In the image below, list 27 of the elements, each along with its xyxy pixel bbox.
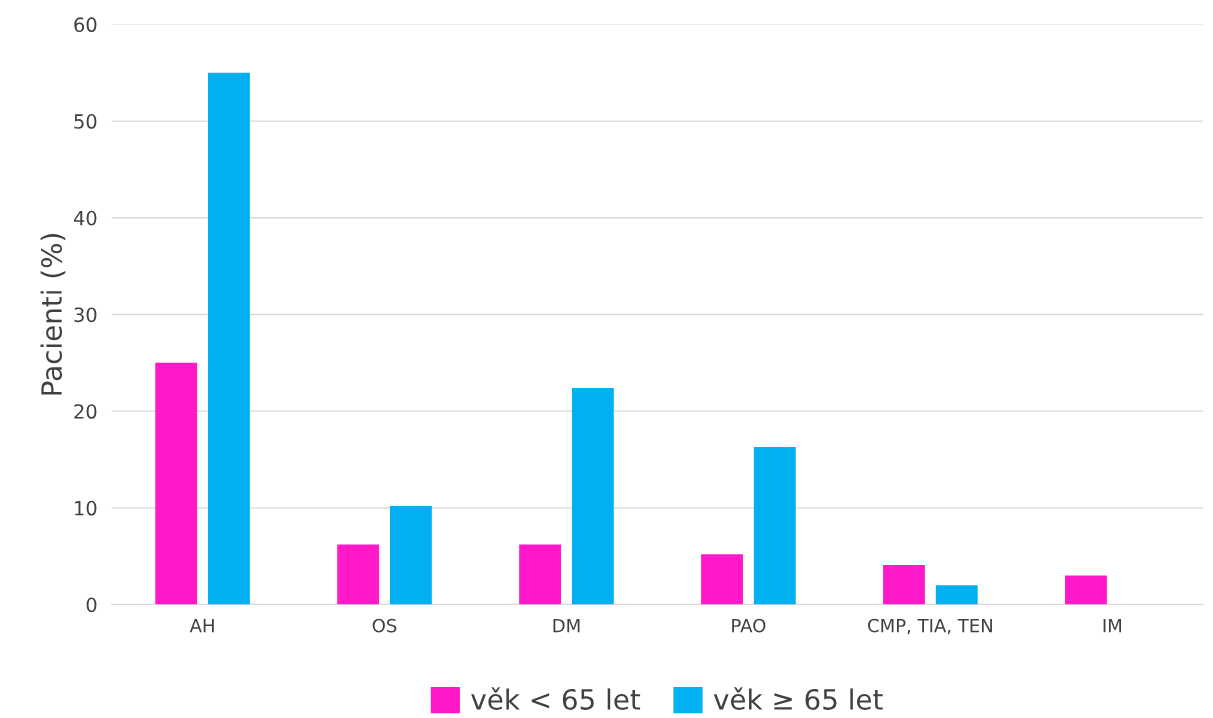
bar: [753, 446, 796, 605]
y-axis-title: Pacienti (%): [40, 234, 66, 395]
y-tick-label: 0: [86, 597, 97, 613]
legend-label: věk < 65 let: [471, 687, 641, 710]
bar: [883, 564, 925, 605]
legend-label: věk ≥ 65 let: [713, 687, 883, 710]
bar: [337, 544, 380, 605]
bar: [935, 585, 978, 605]
bar: [701, 554, 743, 605]
x-tick-label: AH: [189, 619, 214, 633]
x-tick-label: PAO: [732, 618, 766, 633]
x-tick-label: DM: [553, 619, 580, 633]
y-tick-label: 20: [74, 404, 97, 419]
y-tick-label: 60: [74, 17, 97, 33]
x-tick-label: CMP, TIA, TEN: [868, 618, 992, 635]
bar: [389, 505, 432, 605]
bar: [155, 362, 198, 605]
y-tick-label: 30: [74, 307, 97, 323]
y-tick-label: 10: [75, 500, 97, 516]
bar: [208, 72, 250, 605]
bar: [571, 387, 614, 605]
y-tick-label: 50: [74, 114, 97, 129]
x-tick-label: OS: [372, 618, 397, 633]
bar: [519, 544, 562, 605]
bar: [1065, 575, 1107, 605]
x-tick-label: IM: [1103, 619, 1122, 633]
y-tick-label: 40: [73, 210, 97, 226]
